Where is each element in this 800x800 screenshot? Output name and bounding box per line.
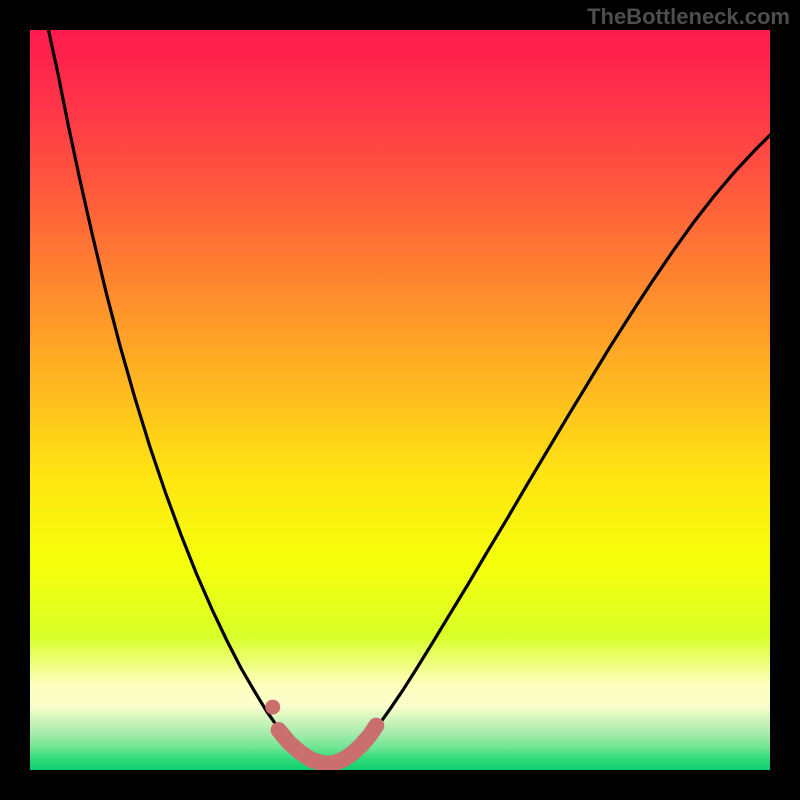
plot-area [30,30,770,770]
chart-frame: TheBottleneck.com [0,0,800,800]
highlight-dot [265,700,280,715]
gradient-background [30,30,770,770]
watermark-text: TheBottleneck.com [587,4,790,30]
chart-svg [30,30,770,770]
